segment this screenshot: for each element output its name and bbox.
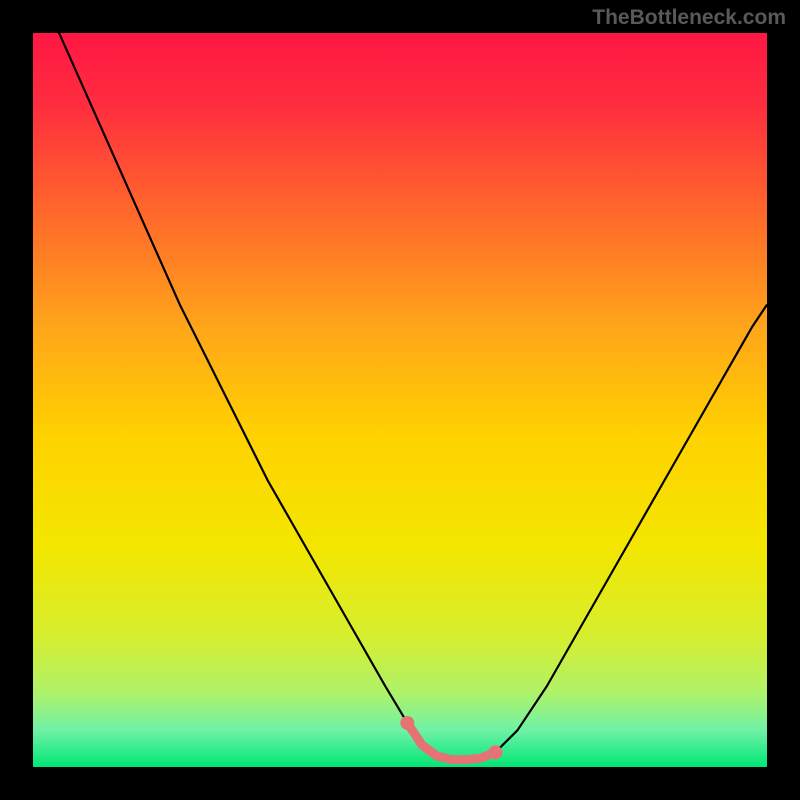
optimal-range-end-cap: [488, 745, 502, 759]
curve-layer: [33, 33, 767, 767]
chart-container: TheBottleneck.com: [0, 0, 800, 800]
optimal-range-highlight: [407, 723, 495, 760]
plot-area: [33, 33, 767, 767]
optimal-range-start-cap: [400, 716, 414, 730]
watermark-text: TheBottleneck.com: [592, 6, 786, 30]
bottleneck-curve: [33, 33, 767, 760]
